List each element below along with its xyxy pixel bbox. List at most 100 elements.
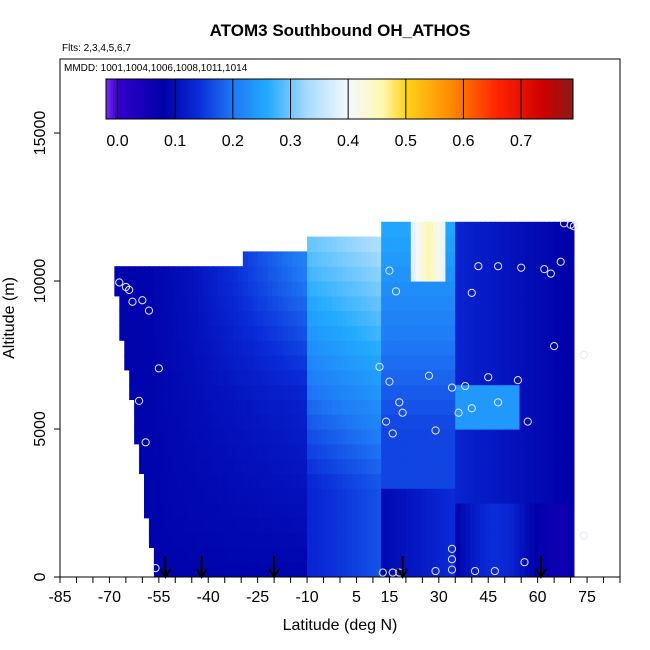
heatmap-cell xyxy=(262,325,269,341)
heatmap-cell xyxy=(405,251,412,267)
heatmap-cell xyxy=(242,443,249,460)
heatmap-cell xyxy=(484,369,491,386)
heatmap-cell xyxy=(124,281,130,297)
heatmap-cell xyxy=(489,517,496,534)
heatmap-cell xyxy=(223,355,229,371)
heatmap-cell xyxy=(480,340,486,356)
heatmap-cell xyxy=(119,266,125,282)
heatmap-cell xyxy=(494,399,501,415)
heatmap-cell xyxy=(465,310,471,326)
heatmap-cell xyxy=(544,221,550,238)
heatmap-cell xyxy=(144,325,150,341)
heatmap-cell xyxy=(178,458,185,474)
heatmap-cell xyxy=(480,517,486,534)
heatmap-cell xyxy=(568,488,575,504)
heatmap-cell xyxy=(158,384,165,400)
colorbar-tick-label: 0.1 xyxy=(164,133,186,150)
heatmap-cell xyxy=(460,488,466,504)
heatmap-cell xyxy=(277,310,283,326)
heatmap-cell xyxy=(252,429,259,445)
heatmap-cell xyxy=(178,399,185,415)
heatmap-cell xyxy=(410,369,417,386)
heatmap-cell xyxy=(475,266,481,282)
heatmap-cell xyxy=(287,547,293,563)
heatmap-cell xyxy=(203,532,209,548)
heatmap-cell xyxy=(410,488,417,504)
heatmap-cell xyxy=(425,236,432,252)
heatmap-cell xyxy=(272,281,279,297)
heatmap-cell xyxy=(267,281,274,297)
heatmap-cell xyxy=(178,266,185,282)
heatmap-cell xyxy=(435,547,442,563)
heatmap-cell xyxy=(148,503,155,519)
heatmap-cell xyxy=(292,325,298,341)
heatmap-cell xyxy=(549,236,555,252)
heatmap-cell xyxy=(321,503,328,519)
heatmap-cell xyxy=(440,221,447,238)
heatmap-cell xyxy=(494,281,501,297)
heatmap-cell xyxy=(331,547,338,563)
heatmap-cell xyxy=(554,221,560,238)
heatmap-cell xyxy=(564,221,570,238)
heatmap-cell xyxy=(544,251,550,267)
heatmap-cell xyxy=(321,310,328,326)
heatmap-cell xyxy=(396,443,402,460)
heatmap-cell xyxy=(188,517,195,534)
heatmap-cell xyxy=(307,355,313,371)
heatmap-cell xyxy=(430,532,437,548)
heatmap-cell xyxy=(559,384,565,400)
heatmap-cell xyxy=(203,429,209,445)
heatmap-cell xyxy=(148,340,155,356)
heatmap-cell xyxy=(321,399,328,415)
heatmap-cell xyxy=(400,355,407,371)
heatmap-cell xyxy=(178,562,185,577)
heatmap-cell xyxy=(405,547,412,563)
heatmap-cell xyxy=(183,532,190,548)
heatmap-cell xyxy=(465,503,471,519)
heatmap-cell xyxy=(163,473,170,489)
heatmap-cell xyxy=(232,266,239,282)
heatmap-cell xyxy=(198,473,204,489)
y-tick-label: 10000 xyxy=(32,259,49,304)
heatmap-cell xyxy=(208,414,214,430)
heatmap-cell xyxy=(494,503,501,519)
x-tick-label: -85 xyxy=(48,589,71,606)
heatmap-cell xyxy=(396,355,402,371)
heatmap-cell xyxy=(336,458,343,474)
heatmap-cell xyxy=(193,281,199,297)
heatmap-cell xyxy=(470,414,476,430)
heatmap-cell xyxy=(223,562,229,577)
heatmap-cell xyxy=(386,503,392,519)
heatmap-cell xyxy=(336,384,343,400)
heatmap-cell xyxy=(534,266,540,282)
heatmap-cell xyxy=(381,295,387,312)
heatmap-cell xyxy=(302,458,308,474)
heatmap-cell xyxy=(494,414,501,430)
heatmap-cell xyxy=(272,458,279,474)
heatmap-cell xyxy=(124,355,130,371)
heatmap-cell xyxy=(499,458,506,474)
heatmap-cell xyxy=(539,340,545,356)
heatmap-cell xyxy=(356,414,363,430)
heatmap-cell xyxy=(321,488,328,504)
heatmap-cell xyxy=(213,266,219,282)
heatmap-cell xyxy=(386,532,392,548)
heatmap-cell xyxy=(568,473,575,489)
heatmap-cell xyxy=(509,473,516,489)
heatmap-cell xyxy=(489,325,496,341)
heatmap-cell xyxy=(163,532,170,548)
heatmap-cell xyxy=(223,473,229,489)
heatmap-cell xyxy=(430,266,437,282)
heatmap-cell xyxy=(267,355,274,371)
heatmap-cell xyxy=(420,310,427,326)
heatmap-cell xyxy=(489,266,496,282)
heatmap-cell xyxy=(514,251,521,267)
heatmap-cell xyxy=(460,547,466,563)
heatmap-cell xyxy=(213,384,219,400)
heatmap-cell xyxy=(366,488,372,504)
heatmap-cell xyxy=(321,547,328,563)
sample-point xyxy=(550,342,559,351)
heatmap-cell xyxy=(524,310,531,326)
heatmap-cell xyxy=(232,384,239,400)
heatmap-cell xyxy=(198,266,204,282)
